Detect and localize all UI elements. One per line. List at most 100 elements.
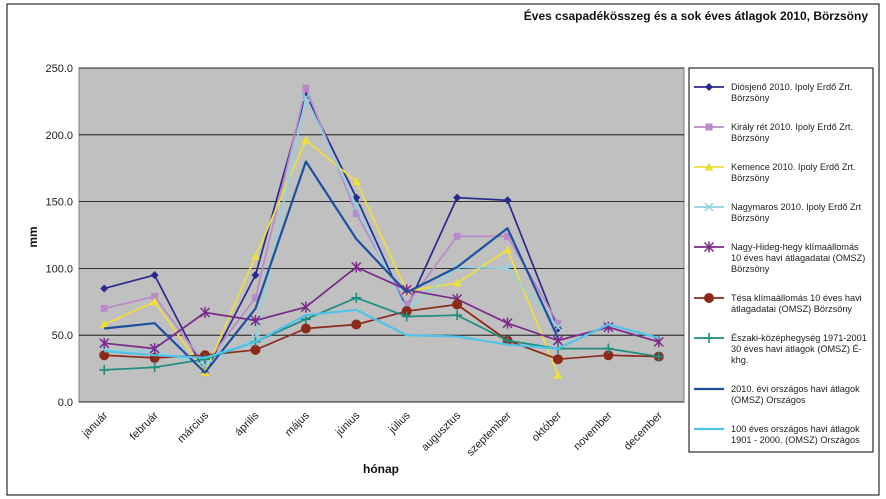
- series-line: [104, 303, 659, 361]
- data-point: [99, 350, 110, 361]
- legend-label: 30 éves havi átlagok (OMSZ) É-: [731, 344, 862, 354]
- legend-label: Nagy-Hideg-hegy klímaállomás: [731, 242, 859, 252]
- data-point: [704, 162, 714, 171]
- y-tick-label: 200.0: [45, 130, 73, 142]
- series-line: [104, 160, 559, 374]
- data-point: [150, 271, 159, 280]
- data-point: [250, 344, 261, 355]
- legend-label: Tésa klímaállomás 10 éves havi: [731, 293, 862, 303]
- data-point: [149, 362, 160, 373]
- data-point: [351, 319, 362, 330]
- series-8: [104, 160, 559, 374]
- legend: Diósjenő 2010. Ipoly Erdő Zrt.BörzsönyKi…: [694, 82, 867, 445]
- legend-item: Diósjenő 2010. Ipoly Erdő Zrt.Börzsöny: [694, 82, 853, 103]
- data-point: [705, 83, 713, 91]
- data-point: [302, 84, 310, 92]
- grid-lines: [79, 67, 684, 403]
- data-point: [452, 299, 463, 310]
- legend-label: Kemence 2010. Ipoly Erdő Zrt.: [731, 162, 856, 172]
- data-point: [603, 343, 614, 354]
- data-point: [503, 245, 513, 254]
- data-point: [352, 210, 360, 218]
- legend-label: Nagymaros 2010. Ipoly Erdő Zrt: [731, 202, 862, 212]
- data-point: [351, 201, 361, 211]
- data-point: [301, 135, 311, 144]
- data-point: [553, 370, 563, 379]
- series-line: [103, 93, 559, 374]
- data-point: [703, 241, 715, 253]
- legend-label: Északi-középhegység 1971-2001: [731, 333, 867, 343]
- series-line: [103, 139, 559, 376]
- legend-item: Király rét 2010. Ipoly Erdő Zrt.Börzsöny: [694, 122, 853, 143]
- data-point: [401, 311, 412, 322]
- data-point: [552, 354, 563, 365]
- data-point: [99, 320, 109, 329]
- data-point: [653, 336, 664, 348]
- data-point: [351, 177, 361, 186]
- data-point: [100, 304, 108, 312]
- series-9: [104, 308, 660, 359]
- data-point: [300, 301, 311, 313]
- legend-label: 10 éves havi átlagadatai (OMSZ): [731, 253, 865, 263]
- legend-label: khg.: [731, 355, 748, 365]
- series-6: [99, 299, 664, 365]
- legend-label: átlagadatai (OMSZ) Börzsöny: [731, 304, 852, 314]
- data-point: [301, 92, 311, 102]
- legend-label: Börzsöny: [731, 213, 770, 223]
- data-point: [704, 202, 714, 212]
- legend-label: 2010. évi országos havi átlagok: [731, 384, 860, 394]
- data-point: [100, 284, 109, 293]
- data-point: [300, 323, 311, 334]
- data-point: [151, 292, 159, 300]
- legend-label: (OMSZ) Országos: [731, 395, 806, 405]
- series-line: [104, 266, 660, 350]
- series-line: [104, 296, 659, 371]
- legend-label: Király rét 2010. Ipoly Erdő Zrt.: [731, 122, 853, 132]
- data-point: [99, 364, 110, 375]
- y-axis-title: mm: [26, 226, 40, 247]
- legend-item: Tésa klímaállomás 10 éves haviátlagadata…: [694, 293, 862, 314]
- data-point: [351, 292, 362, 303]
- data-point: [351, 261, 362, 273]
- chart-title: Éves csapadékösszeg és a sok éves átlago…: [524, 8, 869, 23]
- data-point: [200, 306, 211, 318]
- data-point: [452, 310, 463, 321]
- data-point: [704, 293, 714, 303]
- legend-label: 100 éves országos havi átlagok: [731, 424, 860, 434]
- data-point: [603, 350, 614, 361]
- series-5: [99, 261, 664, 355]
- data-point: [149, 343, 160, 355]
- data-point: [704, 333, 714, 343]
- legend-label: Diósjenő 2010. Ipoly Erdő Zrt.: [731, 82, 853, 92]
- data-point: [653, 351, 664, 362]
- data-point: [251, 294, 259, 302]
- y-tick-label: 0.0: [58, 397, 73, 409]
- y-tick-labels: 0.0 50.0 100.0 150.0 200.0 250.0: [45, 63, 73, 409]
- legend-label: Börzsöny: [731, 133, 770, 143]
- data-point: [503, 263, 513, 273]
- y-tick-label: 250.0: [45, 63, 73, 75]
- legend-label: Börzsöny: [731, 264, 770, 274]
- data-point: [453, 232, 461, 240]
- data-point: [705, 123, 713, 131]
- legend-item: 2010. évi országos havi átlagok(OMSZ) Or…: [694, 384, 860, 405]
- data-point: [503, 196, 512, 205]
- data-point: [250, 251, 260, 260]
- data-point: [200, 354, 211, 365]
- data-point: [504, 232, 512, 240]
- series-lines: [99, 84, 664, 379]
- series-3: [99, 135, 563, 379]
- data-point: [502, 317, 513, 329]
- data-point: [200, 360, 210, 370]
- data-point: [150, 297, 160, 306]
- legend-label: Börzsöny: [731, 173, 770, 183]
- data-point: [99, 337, 110, 349]
- y-tick-label: 50.0: [52, 330, 73, 342]
- legend-label: 1901 - 2000. (OMSZ) Országos: [731, 435, 860, 445]
- data-point: [250, 315, 261, 327]
- x-axis-title: hónap: [363, 462, 399, 476]
- y-tick-label: 150.0: [45, 197, 73, 209]
